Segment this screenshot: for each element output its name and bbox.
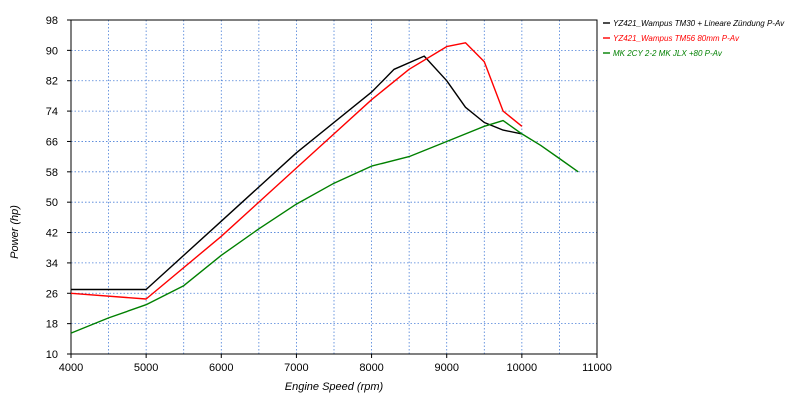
y-axis-title: Power (hp) [9,205,21,259]
y-tick-label: 42 [46,228,58,240]
legend-entry-3: MK 2CY 2-2 MK JLX +80 P-Av [613,49,723,58]
legend: YZ421_Wampus TM30 + Lineare Zündung P-Av… [603,19,785,58]
y-tick-label: 74 [46,106,58,118]
x-tick-label: 4000 [59,362,83,374]
x-tick-label: 5000 [134,362,158,374]
x-tick-label: 8000 [359,362,383,374]
series-line-3 [70,119,579,334]
series-line-2 [70,42,523,300]
y-tick-label: 26 [46,288,58,300]
legend-entry-2: YZ421_Wampus TM56 80mm P-Av [613,34,740,43]
y-tick-label: 98 [46,15,58,27]
series-line-1 [71,55,523,291]
y-tick-label: 34 [46,258,58,270]
y-tick-label: 90 [46,45,58,57]
y-tick-label: 10 [46,349,58,361]
tick-labels: 4000 5000 6000 7000 8000 9000 10000 11000 10 18 26… [46,15,612,374]
x-tick-label: 10000 [507,362,538,374]
grid [71,20,597,354]
x-tick-label: 9000 [434,362,458,374]
x-tick-label: 7000 [284,362,308,374]
plot-frame [70,19,598,355]
y-tick-label: 82 [46,76,58,88]
series-lines [70,42,579,334]
y-tick-label: 58 [46,167,58,179]
y-tick-label: 66 [46,136,58,148]
x-tick-label: 11000 [582,362,612,374]
legend-entry-1: YZ421_Wampus TM30 + Lineare Zündung P-Av [613,19,785,28]
x-axis-title: Engine Speed (rpm) [285,381,384,393]
x-tick-label: 6000 [209,362,233,374]
y-tick-label: 18 [46,319,58,331]
y-tick-label: 50 [46,197,58,209]
